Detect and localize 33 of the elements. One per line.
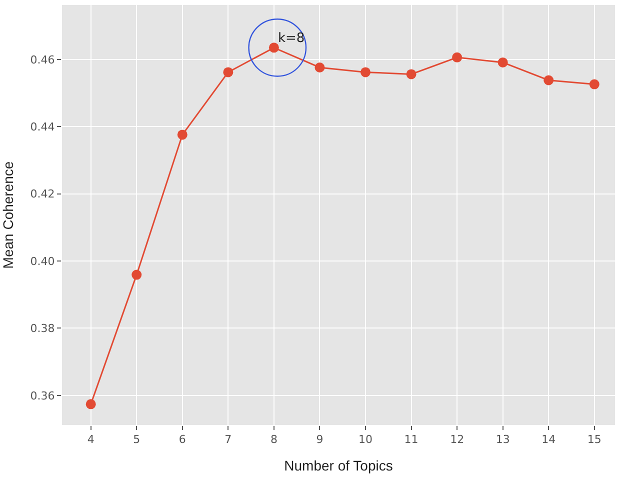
y-tick-label: 0.42 — [30, 188, 55, 201]
point — [177, 130, 188, 140]
x-tick-label: 4 — [87, 433, 94, 446]
x-tick-label: 8 — [270, 433, 278, 446]
y-axis-title: Mean Coherence — [0, 161, 16, 269]
point — [544, 75, 554, 86]
x-tick-label: 12 — [450, 433, 464, 446]
x-tick-label: 15 — [587, 433, 602, 446]
x-tick-label: 6 — [178, 433, 186, 446]
x-tick-label: 9 — [316, 433, 324, 446]
point — [406, 69, 416, 80]
point — [498, 57, 508, 68]
y-tick-label: 0.46 — [30, 53, 55, 66]
x-tick-label: 14 — [542, 433, 556, 446]
x-tick-label: 11 — [404, 433, 418, 446]
x-tick-label: 10 — [358, 433, 373, 446]
point — [86, 399, 96, 410]
point — [223, 67, 234, 78]
y-tick-label: 0.40 — [30, 254, 55, 268]
point — [132, 270, 142, 280]
x-tick-label: 5 — [133, 433, 140, 446]
y-tick-label: 0.44 — [30, 120, 55, 134]
x-tick-label: 7 — [224, 433, 232, 446]
point — [314, 62, 325, 72]
x-axis-title: Number of Topics — [284, 458, 393, 474]
point — [589, 79, 600, 90]
annotation: k=8 — [278, 31, 305, 46]
point — [452, 52, 462, 62]
y-tick-label: 0.38 — [30, 322, 55, 336]
x-tick-label: 13 — [496, 433, 510, 446]
y-tick-label: 0.36 — [30, 389, 55, 402]
point — [360, 67, 371, 78]
point — [268, 42, 279, 53]
